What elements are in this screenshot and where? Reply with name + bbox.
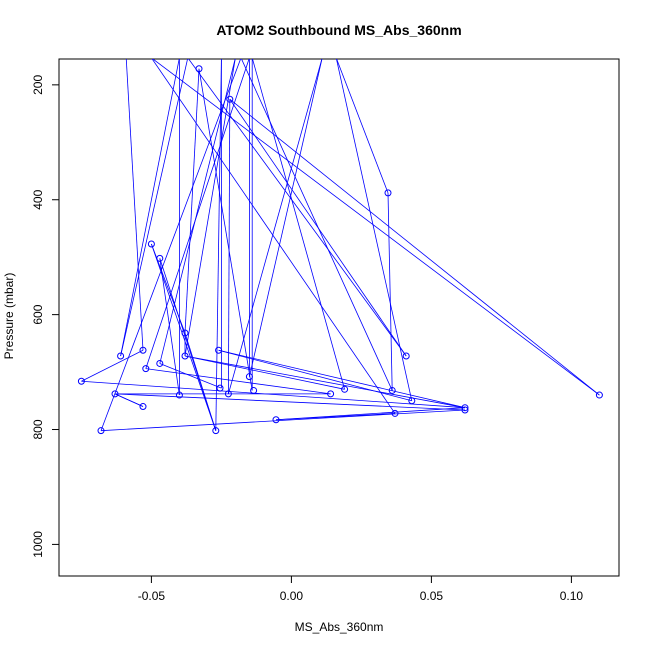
series-segment [275,413,396,421]
data-point [175,391,183,399]
y-tick-label: 600 [31,304,45,324]
data-point [226,95,234,103]
series-segment [218,349,412,402]
series-segment [336,59,389,193]
series-segment [215,59,222,431]
data-point [111,390,119,398]
series-segment [336,59,413,401]
series-segment [145,368,331,395]
x-tick-label: -0.05 [138,589,166,603]
series-segment [159,258,217,431]
y-axis: 200 400 600 800 1000 [31,75,59,558]
data-point [147,240,155,248]
series-segment [120,59,180,357]
series-segment [188,59,407,357]
data-point [327,390,335,398]
series-segment [159,258,180,396]
series-points [77,65,603,435]
data-point [139,346,147,354]
data-point [195,65,203,73]
data-point [402,352,410,360]
series-lines [81,59,600,432]
series-segment [252,59,345,390]
data-point [156,254,164,262]
series-segment [387,192,393,391]
data-point [77,377,85,385]
series-segment [249,59,323,377]
data-point [224,390,232,398]
series-segment [241,59,393,391]
series-segment [184,59,236,357]
series-segment [114,393,144,407]
series-segment [198,68,253,391]
series-segment [184,355,466,409]
data-point [97,427,105,435]
series-segment [218,349,466,409]
series-segment [120,59,188,357]
y-tick-label: 800 [31,419,45,439]
chart-title: ATOM2 Southbound MS_Abs_360nm [216,22,461,38]
series-segment [81,349,144,382]
series-segment [184,68,200,334]
series-segment [114,393,466,411]
data-point [272,416,280,424]
y-axis-label: Pressure (mbar) [2,273,16,360]
data-point [245,373,253,381]
data-point [139,403,147,411]
series-segment [145,59,250,369]
y-tick-label: 200 [31,75,45,95]
series-segment [81,380,466,409]
data-point [391,409,399,417]
data-point [212,427,220,435]
y-tick-label: 400 [31,189,45,209]
x-axis-label: MS_Abs_360nm [295,620,384,634]
data-point [181,329,189,337]
series-segment [152,59,600,396]
data-point [388,386,396,394]
series-segment [151,59,396,414]
series-segment [228,59,323,395]
data-point [215,346,223,354]
series-segment [100,409,466,432]
data-point [142,365,150,373]
data-point [341,385,349,393]
x-axis: -0.05 0.00 0.05 0.10 [138,576,584,603]
data-point [181,352,189,360]
series-segment [151,243,217,431]
data-point [384,189,392,197]
data-point [216,384,224,392]
data-point [595,391,603,399]
series-segment [100,59,241,431]
series-segment [159,59,236,364]
x-tick-label: 0.05 [420,589,444,603]
series-segment [227,99,231,394]
plot-frame [58,58,620,577]
series-segment [184,355,345,390]
data-point [461,404,469,412]
data-point [156,359,164,367]
x-tick-label: 0.10 [560,589,584,603]
series-segment [229,98,600,396]
series-segment [125,59,144,351]
data-point [408,397,416,405]
data-point [461,406,469,414]
data-point [117,352,125,360]
x-tick-label: 0.00 [280,589,304,603]
y-tick-label: 1000 [31,531,45,558]
data-point [250,386,258,394]
series-segment [159,363,222,389]
